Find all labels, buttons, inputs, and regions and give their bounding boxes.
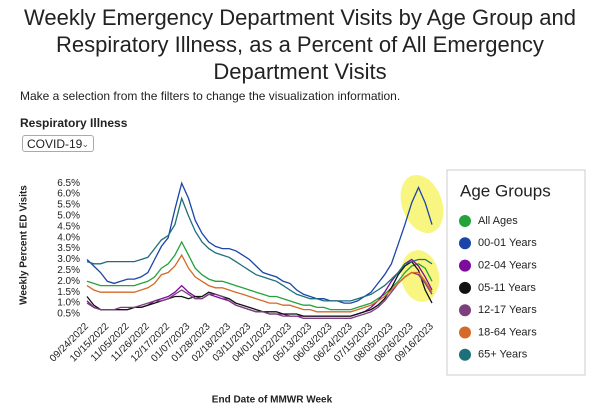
chevron[interactable]: ⌄	[81, 139, 89, 149]
legend-label: 65+ Years	[478, 349, 528, 361]
y-tick-label: 2.5%	[57, 265, 80, 276]
series-line	[86, 260, 433, 317]
y-tick-label: 5.0%	[57, 211, 80, 222]
x-axis-label: End Date of MMWR Week	[212, 395, 333, 406]
legend-swatch	[459, 304, 471, 317]
y-tick-label: 4.0%	[57, 232, 80, 243]
legend-swatch	[459, 237, 471, 250]
legend-label: 05-11 Years	[478, 282, 536, 294]
y-tick-label: 6.0%	[57, 189, 80, 200]
title: Weekly Emergency Department Visits by Ag…	[24, 5, 576, 84]
filter-value[interactable]: COVID-19	[27, 137, 83, 151]
series-line	[86, 196, 433, 302]
y-tick-label: 6.5%	[57, 178, 80, 189]
series-line	[86, 271, 433, 319]
y-tick-label: 3.5%	[57, 243, 80, 254]
legend-title: Age Groups	[460, 181, 551, 200]
legend-swatch	[459, 215, 471, 227]
legend-swatch	[459, 281, 471, 294]
series-line	[86, 181, 433, 304]
y-tick-label: 3.0%	[57, 254, 80, 265]
y-tick-label: 2.0%	[57, 276, 80, 287]
subtitle: Make a selection from the filters to cha…	[20, 89, 401, 103]
legend-swatch	[459, 348, 471, 361]
legend-swatch	[459, 326, 471, 339]
y-axis-label: Weekly Percent ED Visits	[19, 185, 30, 305]
legend-label: 12-17 Years	[478, 304, 537, 316]
y-tick-label: 1.0%	[57, 298, 80, 309]
filter-label: Respiratory Illness	[20, 116, 128, 130]
legend-swatch	[459, 259, 471, 272]
y-tick-label: 1.5%	[57, 287, 80, 298]
legend-label: 18-64 Years	[478, 326, 537, 338]
legend-label: All Ages	[478, 215, 518, 227]
filter-dropdown[interactable]: COVID-19 ⌄	[22, 135, 94, 152]
legend-box	[446, 169, 586, 376]
legend-label: 02-04 Years	[478, 260, 537, 272]
y-tick-label: 4.5%	[57, 221, 80, 232]
highlight	[400, 174, 444, 234]
series-line	[86, 240, 433, 311]
legend-label: 00-01 Years	[478, 237, 537, 249]
y-tick-label: 0.5%	[57, 309, 80, 320]
y-tick-label: 5.5%	[57, 200, 80, 211]
series-line	[86, 253, 433, 313]
